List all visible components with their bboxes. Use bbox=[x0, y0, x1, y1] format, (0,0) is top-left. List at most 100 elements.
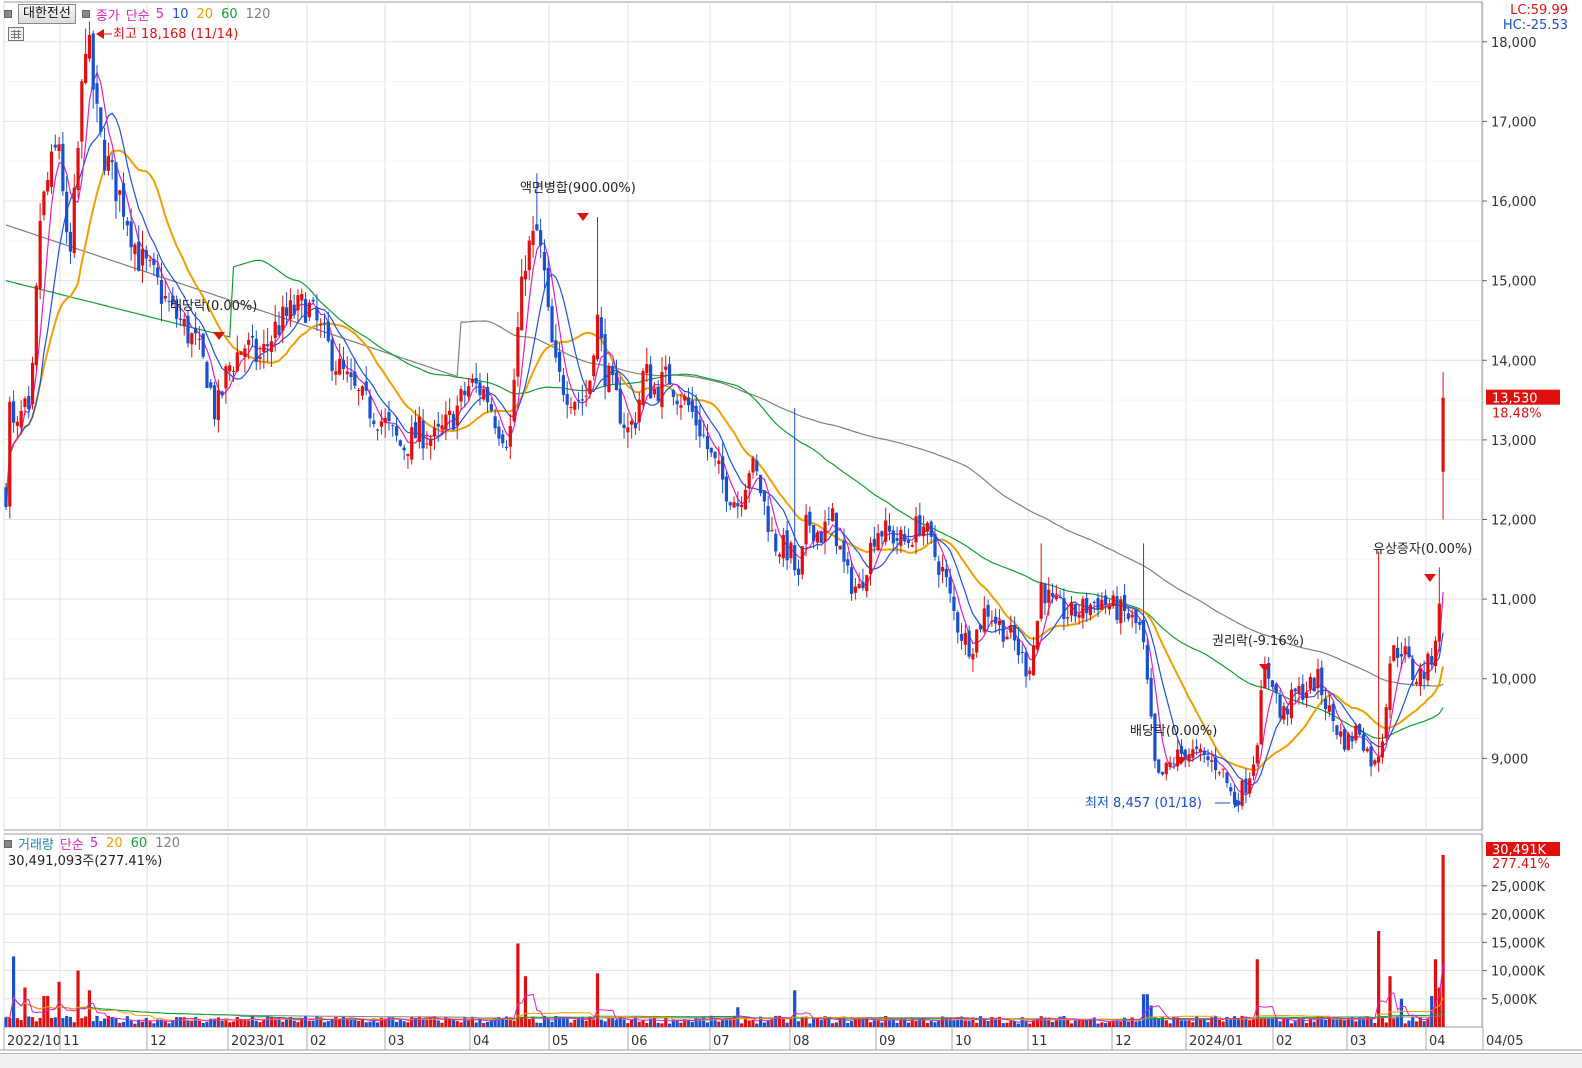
volume-bar bbox=[1039, 1016, 1043, 1027]
candle-body bbox=[1058, 596, 1062, 599]
volume-bar bbox=[561, 1016, 565, 1027]
volume-bar bbox=[1361, 1017, 1366, 1027]
candle-body bbox=[220, 391, 224, 395]
volume-ma-period-60[interactable]: 60 bbox=[130, 836, 148, 851]
volume-bar bbox=[588, 1016, 592, 1027]
volume-bar bbox=[121, 1021, 126, 1027]
candle-body bbox=[630, 421, 634, 425]
candle-body bbox=[637, 399, 641, 423]
volume-label[interactable]: 거래량 bbox=[18, 838, 54, 853]
candle-body bbox=[1141, 619, 1146, 643]
ma-period-120[interactable]: 120 bbox=[245, 6, 271, 22]
x-tick-label: 04 bbox=[1429, 1034, 1446, 1049]
candle-body bbox=[1195, 746, 1199, 749]
volume-bar bbox=[163, 1021, 167, 1027]
last-price-value: 13,530 bbox=[1492, 392, 1538, 407]
candle-body bbox=[1437, 603, 1441, 642]
volume-bar bbox=[205, 1021, 209, 1027]
candle-body bbox=[884, 520, 888, 542]
candle-body bbox=[967, 630, 971, 657]
ma-period-60[interactable]: 60 bbox=[221, 6, 238, 22]
volume-bar bbox=[751, 1019, 755, 1027]
volume-bar bbox=[887, 1020, 892, 1027]
candle-body bbox=[474, 378, 478, 384]
volume-bar bbox=[1183, 1020, 1187, 1027]
volume-bar bbox=[994, 1018, 998, 1027]
candle-body bbox=[1286, 709, 1290, 715]
candle-body bbox=[762, 491, 766, 502]
candle-body bbox=[724, 476, 729, 502]
volume-bar bbox=[1179, 1020, 1184, 1027]
candle-body bbox=[558, 351, 562, 372]
volume-bar bbox=[467, 1020, 471, 1027]
y-tick-label: 16,000 bbox=[1491, 195, 1537, 210]
candle-body bbox=[1373, 760, 1377, 765]
candle-body bbox=[1206, 756, 1210, 761]
candle-body bbox=[1358, 724, 1362, 735]
candle-body bbox=[1263, 665, 1267, 689]
volume-bar bbox=[899, 1019, 903, 1027]
candle-body bbox=[1149, 677, 1153, 717]
candle-body bbox=[250, 335, 255, 338]
volume-bar bbox=[842, 1016, 846, 1027]
candle-body bbox=[262, 344, 266, 352]
candle-body bbox=[1031, 645, 1036, 676]
candle-body bbox=[940, 567, 945, 572]
stock-name-button[interactable]: 대한전선 bbox=[18, 4, 76, 24]
volume-bar bbox=[175, 1017, 179, 1027]
candle-body bbox=[322, 323, 327, 325]
candle-body bbox=[1270, 680, 1275, 687]
volume-bar bbox=[1263, 1018, 1267, 1027]
volume-bar bbox=[34, 1021, 38, 1027]
candle-body bbox=[652, 389, 657, 395]
volume-bar bbox=[1130, 1017, 1134, 1027]
candle-body bbox=[284, 307, 289, 316]
candle-body bbox=[34, 285, 38, 366]
ma-period-20[interactable]: 20 bbox=[196, 6, 214, 22]
last-volume-value: 30,491K bbox=[1492, 843, 1546, 858]
volume-bar bbox=[375, 1022, 380, 1027]
volume-bar bbox=[281, 1021, 285, 1027]
volume-bar bbox=[300, 1018, 304, 1027]
volume-bar bbox=[1320, 1016, 1324, 1027]
volume-ma-period-20[interactable]: 20 bbox=[106, 836, 123, 851]
candle-body bbox=[288, 300, 292, 320]
grid-table-icon[interactable] bbox=[8, 27, 24, 41]
volume-bar bbox=[774, 1015, 778, 1027]
candle-body bbox=[1320, 667, 1324, 696]
scroll-strip[interactable] bbox=[0, 1053, 1582, 1068]
candle-body bbox=[546, 267, 550, 308]
volume-bar bbox=[1339, 1018, 1343, 1027]
candle-body bbox=[303, 299, 308, 323]
volume-bar bbox=[1384, 1022, 1388, 1027]
indicator-toggle-icon[interactable] bbox=[81, 10, 90, 18]
volume-toggle-icon[interactable] bbox=[4, 839, 12, 848]
price-type-label[interactable]: 종가 bbox=[95, 8, 120, 24]
candle-body bbox=[1134, 609, 1138, 624]
volume-bar bbox=[137, 1019, 141, 1027]
volume-ma-period-120[interactable]: 120 bbox=[155, 836, 181, 851]
ma-period-5[interactable]: 5 bbox=[155, 6, 164, 22]
ma-period-10[interactable]: 10 bbox=[171, 6, 189, 22]
candle-body bbox=[209, 382, 213, 388]
volume-bar bbox=[978, 1016, 983, 1027]
volume-bar bbox=[1301, 1017, 1305, 1027]
x-tick-label: 02 bbox=[310, 1034, 327, 1049]
volume-bar bbox=[1138, 1021, 1142, 1027]
volume-ma-period-5[interactable]: 5 bbox=[89, 836, 99, 851]
volume-bar bbox=[1066, 1019, 1070, 1027]
volume-bar bbox=[1399, 998, 1403, 1027]
candle-body bbox=[163, 295, 167, 299]
candle-body bbox=[649, 364, 653, 399]
volume-bar bbox=[1392, 1018, 1396, 1027]
rights-offering-annotation: 유상증자(0.00%) bbox=[1373, 542, 1472, 557]
candle-body bbox=[410, 427, 414, 460]
volume-bar bbox=[535, 1022, 539, 1027]
candle-body bbox=[357, 389, 361, 391]
volume-bar bbox=[470, 1016, 474, 1027]
extreme-arrow-icon bbox=[96, 29, 104, 39]
panel-toggle-icon[interactable] bbox=[4, 10, 12, 18]
candle-body bbox=[489, 404, 493, 411]
candle-body bbox=[46, 179, 50, 192]
